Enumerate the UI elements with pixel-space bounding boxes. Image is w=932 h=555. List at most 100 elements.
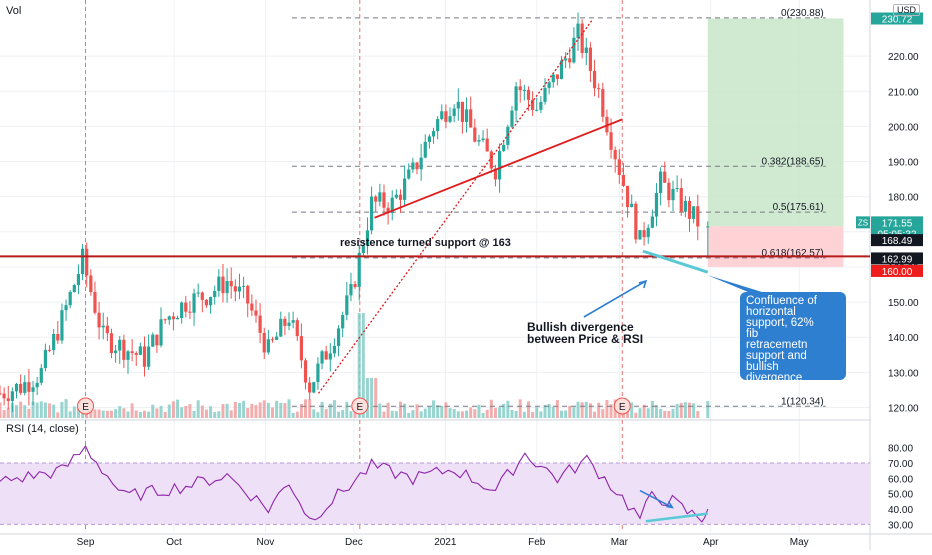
candle-body [365,230,370,246]
volume-bar [671,408,675,418]
volume-bar [250,403,254,418]
callout-line: support and [746,350,807,362]
y-tick-label: 120.00 [888,403,919,414]
volume-bar [192,410,196,418]
candle-body [109,333,114,354]
volume-bar [23,405,27,418]
price-tag-label: 168.49 [882,236,913,247]
candle-body [411,162,415,170]
candle-body [64,305,68,311]
candle-body [621,174,626,186]
volume-bar [386,402,390,418]
candle-body [584,47,588,53]
volume-bar [469,407,473,418]
candle-body [687,200,692,219]
volume-bar [630,402,634,418]
candle-body [551,74,555,83]
candle-body [262,332,266,353]
candle-body [592,70,597,89]
candle-body [539,101,543,110]
volume-bar [155,408,159,418]
candle-body [155,334,159,346]
candle-body [667,182,671,201]
price-divergence-line [642,249,709,274]
fib-label: 0(230.88) [781,8,824,19]
candle-body [89,275,93,293]
volume-bar [539,411,543,418]
candle-body [572,37,576,63]
volume-bar [427,406,431,418]
volume-bar [597,402,601,418]
candle-body [394,194,398,198]
rsi-tick-label: 50.00 [888,490,913,501]
volume-bar [48,403,52,418]
candle-body [481,138,485,141]
candle-body [332,345,337,354]
volume-bar [415,404,419,418]
candle-body [6,398,10,401]
candle-body [336,328,341,346]
volume-bar [237,403,241,418]
volume-bar [353,411,357,418]
candle-body [76,274,81,286]
candle-body [105,325,109,334]
volume-bar [204,409,208,418]
volume-bar [683,402,687,418]
candle-body [576,23,580,38]
candle-body [506,126,510,145]
candle-body [291,320,295,323]
volume-bar [448,408,452,418]
volume-bar [229,410,233,418]
candle-body [175,318,180,320]
volume-bar [605,399,609,418]
price-tag-label: 160.00 [882,267,913,278]
volume-bar [0,402,2,418]
volume-bar [200,405,204,418]
currency-label[interactable]: USD [893,4,921,16]
candle-body [559,60,564,80]
candle-body [85,248,89,276]
candle-body [522,89,526,91]
volume-bar [15,405,19,418]
earnings-marker [77,397,95,415]
volume-bar [423,408,427,418]
volume-bar [477,404,481,418]
candle-body [452,108,456,117]
volume-bar [481,412,485,418]
volume-bar [159,405,163,418]
volume-bar [266,402,270,418]
rsi-band [0,463,870,525]
volume-bar [370,378,374,418]
target-zone [707,18,844,227]
volume-bar [97,409,101,418]
rsi-title: RSI (14, close) [6,423,79,435]
y-tick-label: 130.00 [888,368,919,379]
fib-label: 0.618(162.57) [761,248,823,259]
candle-body [403,178,407,200]
x-tick-label: Mar [611,537,629,548]
stop-zone [707,226,844,267]
candle-body [72,285,76,292]
candle-body [642,230,646,238]
volume-bar [258,402,262,418]
volume-bar [473,409,477,418]
volume-bar [35,402,39,418]
candle-body [114,350,118,354]
candle-body [142,346,147,367]
candle-body [675,187,679,189]
candle-body [497,150,502,180]
volume-bar [143,410,147,418]
earnings-marker-label: E [619,402,626,413]
candle-body [167,316,171,320]
rsi-tick-label: 30.00 [888,520,913,531]
candle-body [47,349,52,351]
price-tag-label: 162.99 [882,254,913,265]
rsi-arrow-head [666,501,674,509]
candle-body [233,286,237,292]
volume-bar [27,408,31,418]
divergence-arrow-head [638,279,648,289]
volume-bar [654,405,658,418]
volume-bar [403,403,407,418]
volume-bar [43,402,47,418]
